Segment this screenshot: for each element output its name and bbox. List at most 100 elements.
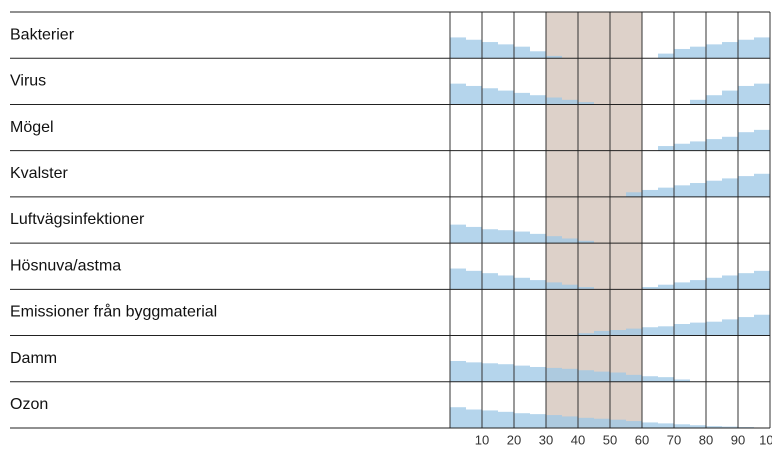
step-bar bbox=[706, 95, 722, 105]
step-bar bbox=[530, 51, 546, 59]
step-bar bbox=[706, 277, 722, 290]
step-bar bbox=[610, 372, 626, 382]
step-bar bbox=[498, 44, 514, 59]
step-bar bbox=[514, 46, 530, 59]
x-tick-label: 100 bbox=[759, 432, 772, 447]
step-bar bbox=[722, 275, 738, 290]
x-tick-label: 50 bbox=[603, 432, 617, 447]
step-bar bbox=[514, 92, 530, 105]
step-bar bbox=[642, 327, 658, 336]
step-bar bbox=[578, 370, 594, 382]
row-label: Emissioner från byggmaterial bbox=[10, 303, 217, 321]
step-bar bbox=[690, 322, 706, 336]
step-bar bbox=[450, 83, 466, 105]
step-bar bbox=[450, 268, 466, 290]
step-bar bbox=[738, 132, 754, 151]
step-bar bbox=[450, 360, 466, 382]
step-bar bbox=[514, 231, 530, 244]
step-bar bbox=[450, 407, 466, 428]
step-bar bbox=[690, 99, 706, 105]
step-bar bbox=[546, 415, 562, 428]
x-tick-label: 60 bbox=[635, 432, 649, 447]
step-bar bbox=[738, 85, 754, 105]
x-tick-label: 30 bbox=[539, 432, 553, 447]
step-bar bbox=[706, 321, 722, 336]
step-bar bbox=[658, 377, 674, 382]
row-label: Mögel bbox=[10, 119, 54, 136]
step-bar bbox=[610, 330, 626, 336]
step-bar bbox=[498, 230, 514, 244]
step-bar bbox=[466, 85, 482, 105]
step-bar bbox=[466, 409, 482, 428]
step-bar bbox=[674, 48, 690, 59]
x-tick-label: 20 bbox=[507, 432, 521, 447]
step-bar bbox=[642, 422, 658, 428]
step-bar bbox=[594, 371, 610, 382]
step-bar bbox=[722, 90, 738, 105]
step-bar bbox=[738, 317, 754, 336]
step-bar bbox=[642, 287, 658, 290]
step-bar bbox=[562, 416, 578, 428]
step-bar bbox=[690, 141, 706, 151]
step-bar bbox=[530, 280, 546, 290]
step-bar bbox=[722, 42, 738, 59]
step-bar bbox=[498, 411, 514, 428]
step-bar bbox=[658, 187, 674, 197]
step-bar bbox=[466, 39, 482, 59]
step-bar bbox=[562, 99, 578, 105]
step-bar bbox=[530, 233, 546, 244]
step-bar bbox=[626, 192, 642, 197]
step-bar bbox=[578, 102, 594, 105]
step-bar bbox=[578, 417, 594, 428]
step-bar bbox=[658, 284, 674, 290]
step-bar bbox=[722, 426, 738, 428]
step-bar bbox=[642, 189, 658, 197]
step-bar bbox=[514, 277, 530, 290]
step-bar bbox=[578, 287, 594, 290]
x-tick-label: 90 bbox=[731, 432, 745, 447]
step-bar bbox=[498, 364, 514, 382]
step-bar bbox=[674, 424, 690, 428]
step-bar bbox=[690, 425, 706, 428]
row-label: Virus bbox=[10, 73, 46, 90]
step-bar bbox=[738, 39, 754, 59]
step-bar bbox=[738, 176, 754, 197]
x-tick-label: 70 bbox=[667, 432, 681, 447]
step-bar bbox=[530, 366, 546, 382]
step-bar bbox=[626, 374, 642, 382]
step-bar bbox=[498, 90, 514, 105]
step-bar bbox=[482, 88, 498, 105]
step-bar bbox=[530, 414, 546, 428]
step-bar bbox=[610, 419, 626, 428]
step-bar bbox=[754, 314, 770, 336]
step-bar bbox=[706, 426, 722, 428]
row-label: Luftvägsinfektioner bbox=[10, 211, 145, 228]
step-bar bbox=[658, 423, 674, 428]
step-bar bbox=[514, 365, 530, 382]
row-label: Hösnuva/astma bbox=[10, 257, 121, 274]
step-bar bbox=[562, 238, 578, 244]
step-bar bbox=[674, 379, 690, 382]
step-bar bbox=[754, 83, 770, 105]
step-bar bbox=[690, 183, 706, 197]
step-bar bbox=[546, 97, 562, 105]
step-bar bbox=[546, 282, 562, 290]
x-tick-label: 80 bbox=[699, 432, 713, 447]
step-bar bbox=[498, 275, 514, 290]
step-bar bbox=[546, 367, 562, 382]
step-bar bbox=[466, 362, 482, 382]
row-label: Damm bbox=[10, 350, 57, 367]
step-bar bbox=[482, 229, 498, 244]
step-bar bbox=[482, 410, 498, 428]
step-bar bbox=[642, 376, 658, 382]
step-bar bbox=[546, 236, 562, 244]
step-bar bbox=[466, 226, 482, 244]
step-bar bbox=[706, 139, 722, 151]
step-bar bbox=[658, 146, 674, 151]
step-bar bbox=[690, 46, 706, 59]
step-bar bbox=[754, 129, 770, 151]
step-bar bbox=[658, 326, 674, 336]
step-bar bbox=[562, 284, 578, 290]
step-bar bbox=[706, 44, 722, 59]
